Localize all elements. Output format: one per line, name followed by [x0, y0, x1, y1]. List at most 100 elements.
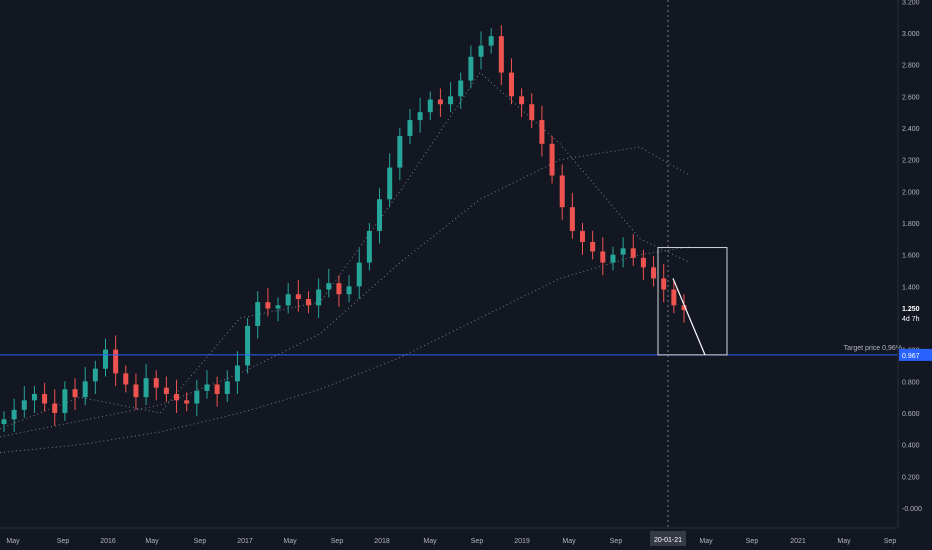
candle	[346, 275, 352, 303]
price-tick-label: 1.600	[902, 253, 920, 260]
price-tick-label: 2.600	[902, 94, 920, 101]
candle	[92, 360, 98, 394]
time-tick-label: May	[145, 538, 159, 545]
candle	[569, 192, 575, 239]
candles-layer	[1, 25, 687, 432]
candle	[21, 386, 27, 418]
time-tick-label: Sep	[194, 538, 207, 545]
candle	[265, 287, 271, 317]
candle	[224, 370, 230, 402]
candle	[610, 246, 616, 271]
candle	[559, 164, 565, 220]
price-tick-label: 3.200	[902, 0, 920, 6]
time-tick-label: May	[6, 538, 20, 545]
time-tick-label: 2019	[514, 538, 530, 545]
candle	[356, 248, 362, 299]
price-tick-label: 2.000	[902, 189, 920, 196]
time-tick-label: 2018	[374, 538, 390, 545]
time-tick-label: Sep	[57, 538, 70, 545]
time-tick-label: Sep	[610, 538, 623, 545]
short-average-line	[0, 71, 691, 430]
price-tick-label: 2.800	[902, 63, 920, 70]
candle	[82, 367, 88, 406]
candle	[539, 105, 545, 157]
price-tick-label: 0.400	[902, 443, 920, 450]
moving-average-dots	[0, 71, 691, 454]
time-tick-label: May	[699, 538, 713, 545]
crosshair-date-value: 20-01-21	[654, 537, 682, 544]
candle	[234, 351, 240, 394]
candle	[620, 237, 626, 268]
candle	[590, 230, 596, 260]
candle	[1, 411, 7, 432]
candle	[31, 386, 37, 413]
candle	[52, 389, 58, 426]
last-price-tag	[899, 303, 932, 326]
candle	[600, 237, 606, 276]
candle	[42, 382, 48, 412]
candle	[519, 88, 525, 117]
candle	[458, 72, 464, 109]
candle	[508, 58, 514, 105]
time-tick-label: 2016	[100, 538, 116, 545]
candle	[448, 82, 454, 113]
candle	[153, 370, 159, 401]
time-tick-label: 2021	[790, 538, 806, 545]
candle	[102, 338, 108, 377]
last-price-value: 1.250	[902, 306, 920, 313]
candle	[245, 318, 251, 374]
candle	[204, 370, 210, 399]
time-tick-label: May	[562, 538, 576, 545]
projection-box[interactable]	[657, 247, 728, 356]
price-axis[interactable]: 3.200 3.000 2.800 2.600 2.400 2.200 2.000 1.800…	[897, 0, 922, 528]
candle	[143, 363, 149, 406]
long-average-line	[0, 246, 691, 454]
time-tick-label: Sep	[331, 538, 344, 545]
price-tags: 1.250 4d 7h 0.967 20-01-21	[650, 303, 932, 546]
candle	[437, 88, 443, 117]
annotations-layer: Target price 0,96%	[0, 0, 902, 528]
time-tick-label: Sep	[746, 538, 759, 545]
price-tick-label: 0.200	[902, 474, 920, 481]
candle	[529, 93, 535, 128]
candle	[407, 109, 413, 144]
projection-trend-line[interactable]	[672, 278, 706, 356]
price-tick-label: 0.800	[902, 379, 920, 386]
candle	[62, 381, 68, 421]
candle	[255, 291, 261, 339]
target-price-label: Target price 0,96%	[844, 345, 902, 352]
time-tick-label: 2017	[237, 538, 253, 545]
crosshair-date-tag	[650, 531, 686, 546]
candle	[580, 223, 586, 255]
candle	[295, 280, 301, 312]
candle	[366, 223, 372, 271]
candle	[305, 291, 311, 314]
candle	[387, 153, 393, 208]
price-tick-label: 2.400	[902, 126, 920, 133]
candle	[285, 283, 291, 314]
candle	[194, 379, 200, 417]
candle	[336, 275, 342, 307]
candle	[133, 373, 139, 410]
time-tick-label: May	[423, 538, 437, 545]
candle	[478, 31, 484, 70]
price-tick-label: 1.400	[902, 284, 920, 291]
candle	[661, 264, 667, 303]
candle	[681, 294, 687, 323]
candle	[184, 392, 190, 412]
candle	[630, 234, 636, 266]
candle	[417, 97, 423, 133]
price-tick-label: 2.200	[902, 158, 920, 165]
candle	[123, 365, 129, 393]
price-tick-label: -0.000	[902, 506, 922, 513]
time-tick-label: May	[283, 538, 297, 545]
candle	[427, 91, 433, 121]
candle	[397, 128, 403, 181]
candle	[163, 376, 169, 402]
medium-average-line	[0, 146, 691, 438]
candle	[72, 378, 78, 410]
time-tick-label: Sep	[884, 538, 897, 545]
time-axis[interactable]: May Sep 2016 May Sep 2017 May Sep 2018 May Sep 2019…	[0, 527, 898, 545]
